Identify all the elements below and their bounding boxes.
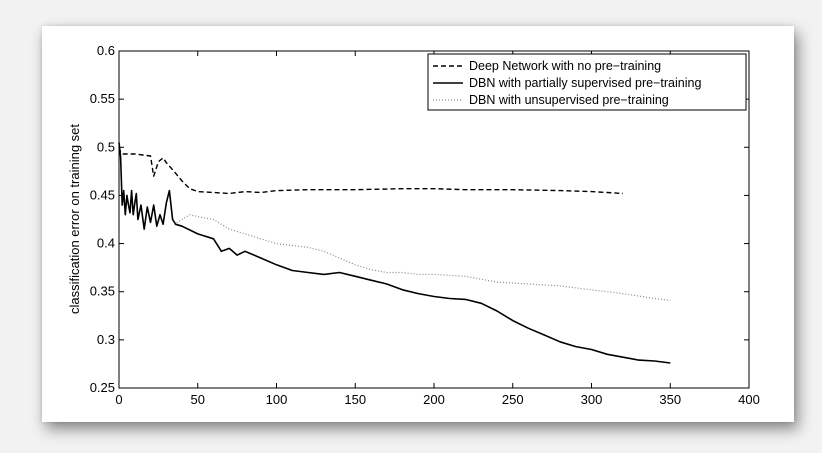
x-tick-label: 50	[191, 392, 205, 407]
series-layer	[118, 142, 671, 364]
legend-label-partially-supervised: DBN with partially supervised pre−traini…	[469, 76, 701, 90]
x-tick-label: 250	[502, 392, 524, 407]
line-chart: 0 50 100 150 200 250 300 350 400 0.25 0.3 0.35 0.4 0.…	[67, 43, 760, 407]
x-tick-label: 0	[115, 392, 122, 407]
series-line-no-pretraining	[118, 147, 624, 195]
figure-card: 0 50 100 150 200 250 300 350 400 0.25 0.3 0.35 0.4 0.…	[42, 26, 794, 422]
ticks-layer: 0 50 100 150 200 250 300 350 400 0.25 0.3 0.35 0.4 0.…	[90, 43, 760, 407]
x-tick-label: 150	[344, 392, 366, 407]
x-tick-label: 200	[423, 392, 445, 407]
series-line-unsupervised	[173, 214, 671, 301]
x-tick-label: 300	[581, 392, 603, 407]
y-axis-label: classification error on training set	[67, 124, 82, 314]
legend-box	[427, 53, 747, 111]
y-tick-label: 0.6	[97, 43, 115, 58]
y-tick-label: 0.25	[90, 380, 115, 395]
y-tick-label: 0.55	[90, 91, 115, 106]
y-tick-label: 0.4	[97, 236, 115, 251]
y-tick-label: 0.3	[97, 332, 115, 347]
y-tick-label: 0.45	[90, 187, 115, 202]
series-line-partially-supervised	[118, 142, 671, 364]
legend-label-unsupervised: DBN with unsupervised pre−training	[469, 93, 669, 107]
y-tick-label: 0.35	[90, 284, 115, 299]
x-tick-label: 400	[738, 392, 760, 407]
legend: Deep Network with no pre−training DBN wi…	[427, 53, 747, 111]
x-tick-label: 350	[659, 392, 681, 407]
x-tick-label: 100	[266, 392, 288, 407]
y-tick-label: 0.5	[97, 139, 115, 154]
legend-label-no-pretraining: Deep Network with no pre−training	[469, 59, 661, 73]
